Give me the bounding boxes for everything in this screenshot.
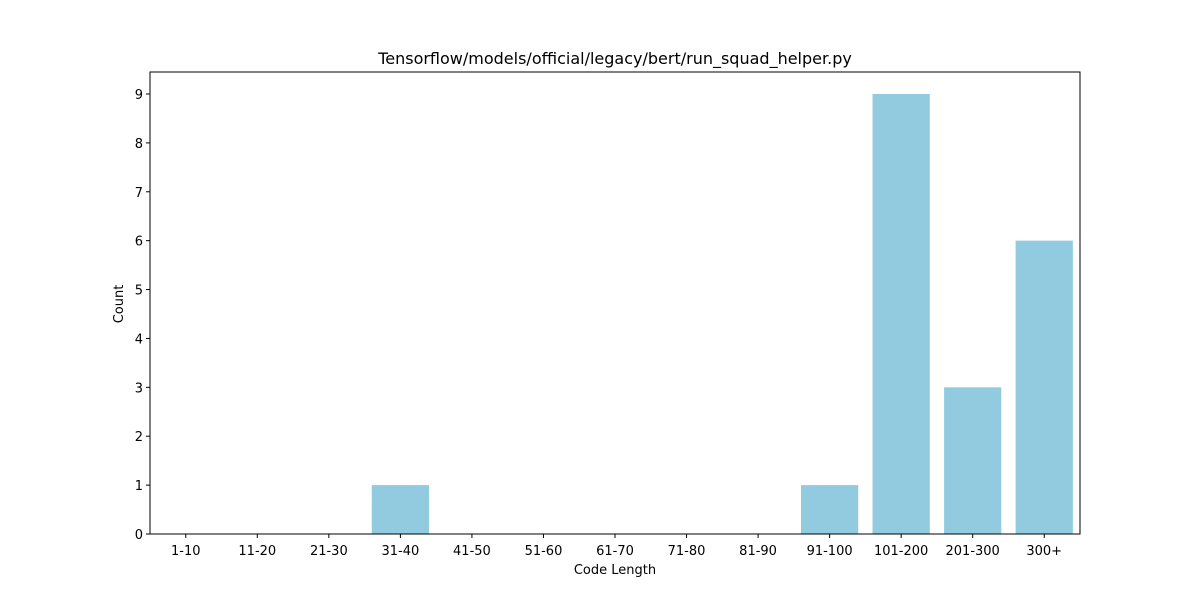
x-tick-label: 61-70 — [596, 544, 634, 559]
x-axis-label: Code Length — [574, 563, 656, 578]
bar-101-200 — [872, 94, 930, 534]
bars-group — [371, 94, 1073, 534]
y-axis-ticks: 0 1 2 3 4 5 6 7 8 9 — [135, 88, 150, 543]
plot-frame — [149, 71, 1081, 535]
y-tick-label: 8 — [135, 137, 143, 152]
y-tick-label: 5 — [135, 284, 143, 299]
y-tick-label: 2 — [135, 430, 143, 445]
x-tick-label: 91-100 — [807, 544, 853, 559]
x-tick-label: 300+ — [1026, 544, 1062, 559]
y-tick-label: 9 — [135, 88, 143, 103]
x-tick-label: 11-20 — [238, 544, 276, 559]
bar-201-300 — [944, 387, 1002, 534]
y-tick-label: 1 — [135, 479, 143, 494]
y-tick-label: 3 — [135, 381, 143, 396]
chart-title: Tensorflow/models/official/legacy/bert/r… — [377, 49, 852, 69]
x-tick-label: 31-40 — [381, 544, 419, 559]
x-tick-label: 201-300 — [946, 544, 1000, 559]
y-axis-label: Count — [112, 285, 127, 324]
x-tick-label: 41-50 — [453, 544, 491, 559]
x-axis-ticks: 1-10 11-20 21-30 31-40 41-50 51-60 61-70 71-80 8… — [171, 534, 1062, 559]
x-tick-label: 1-10 — [171, 544, 201, 559]
bar-31-40 — [371, 485, 429, 534]
y-tick-label: 7 — [135, 186, 143, 201]
x-tick-label: 21-30 — [310, 544, 348, 559]
y-tick-label: 6 — [135, 235, 143, 250]
y-tick-label: 4 — [135, 332, 143, 347]
x-tick-label: 51-60 — [525, 544, 563, 559]
x-tick-label: 71-80 — [668, 544, 706, 559]
x-tick-label: 101-200 — [874, 544, 928, 559]
y-tick-label: 0 — [135, 528, 143, 543]
bar-300+ — [1015, 240, 1073, 534]
bar-91-100 — [801, 485, 859, 534]
x-tick-label: 81-90 — [739, 544, 777, 559]
